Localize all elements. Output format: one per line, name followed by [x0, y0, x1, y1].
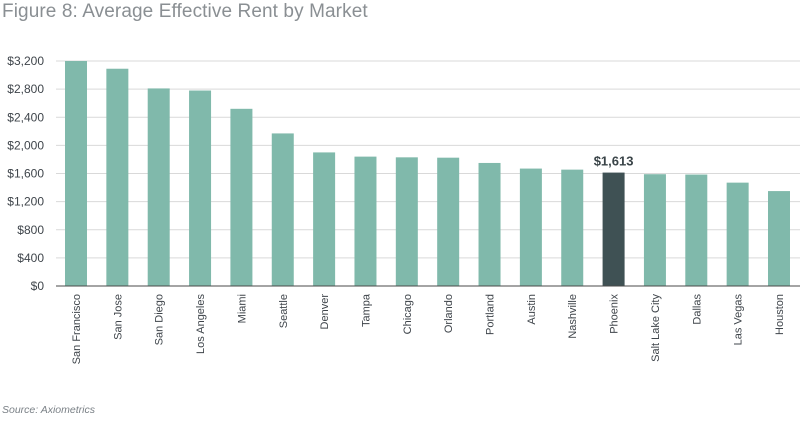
category-label: Denver	[319, 294, 331, 330]
category-label: Dallas	[691, 294, 703, 325]
bar-san-jose	[106, 68, 129, 286]
category-label: Orlando	[443, 294, 455, 333]
category-label: San Jose	[112, 294, 124, 340]
category-label: Salt Lake City	[650, 294, 662, 362]
category-label: Portland	[485, 294, 497, 335]
bars	[65, 61, 790, 286]
bar-austin	[519, 168, 542, 286]
y-axis-ticks: $0 $400 $800 $1,200 $1,600 $2,000 $2,400 $2,800…	[7, 54, 44, 293]
bar-san-diego	[147, 88, 170, 286]
category-label: Houston	[774, 294, 786, 335]
category-label: Austin	[526, 294, 538, 325]
bar-orlando	[437, 157, 460, 286]
category-label: Las Vegas	[733, 294, 745, 346]
bar-portland	[478, 162, 501, 286]
bar-miami	[230, 108, 253, 286]
chart-title: Figure 8: Average Effective Rent by Mark…	[2, 1, 368, 22]
y-tick-label: $800	[17, 223, 44, 237]
y-tick-label: $1,200	[7, 195, 44, 209]
category-label: Los Angeles	[195, 294, 207, 354]
y-tick-label: $400	[17, 251, 44, 265]
y-tick-label: $1,600	[7, 167, 44, 181]
bar-los-angeles	[189, 90, 212, 286]
gridlines	[56, 60, 800, 259]
y-tick-label: $2,000	[7, 138, 44, 152]
category-label: Tampa	[360, 293, 372, 327]
bar-las-vegas	[726, 182, 749, 286]
y-tick-label: $3,200	[7, 54, 44, 68]
category-label: Seattle	[278, 294, 290, 328]
category-label: Chicago	[402, 294, 414, 334]
x-axis-categories: San Francisco San Jose San Diego Los Angele…	[71, 293, 786, 364]
bar-dallas	[685, 174, 708, 286]
bar-phoenix	[602, 172, 625, 286]
source-note: Source: Axiometrics	[2, 404, 95, 416]
bar-salt-lake-city	[643, 174, 666, 286]
bar-tampa	[354, 156, 377, 286]
y-tick-label: $2,800	[7, 82, 44, 96]
bar-san-francisco	[65, 61, 87, 286]
category-label: Nashville	[567, 294, 579, 339]
bar-chicago	[395, 157, 418, 286]
category-label: Miami	[236, 294, 248, 323]
bar-houston	[768, 191, 790, 286]
category-label: San Francisco	[71, 294, 83, 364]
bar-chart: $0 $400 $800 $1,200 $1,600 $2,000 $2,400 $2,800…	[7, 54, 800, 364]
bar-nashville	[561, 169, 584, 286]
y-tick-label: $2,400	[7, 110, 44, 124]
y-tick-label: $0	[31, 279, 45, 293]
category-label: San Diego	[154, 294, 166, 345]
category-label: Phoenix	[609, 294, 621, 334]
data-label-phoenix: $1,613	[594, 154, 634, 169]
bar-seattle	[271, 133, 294, 286]
bar-denver	[313, 152, 336, 286]
